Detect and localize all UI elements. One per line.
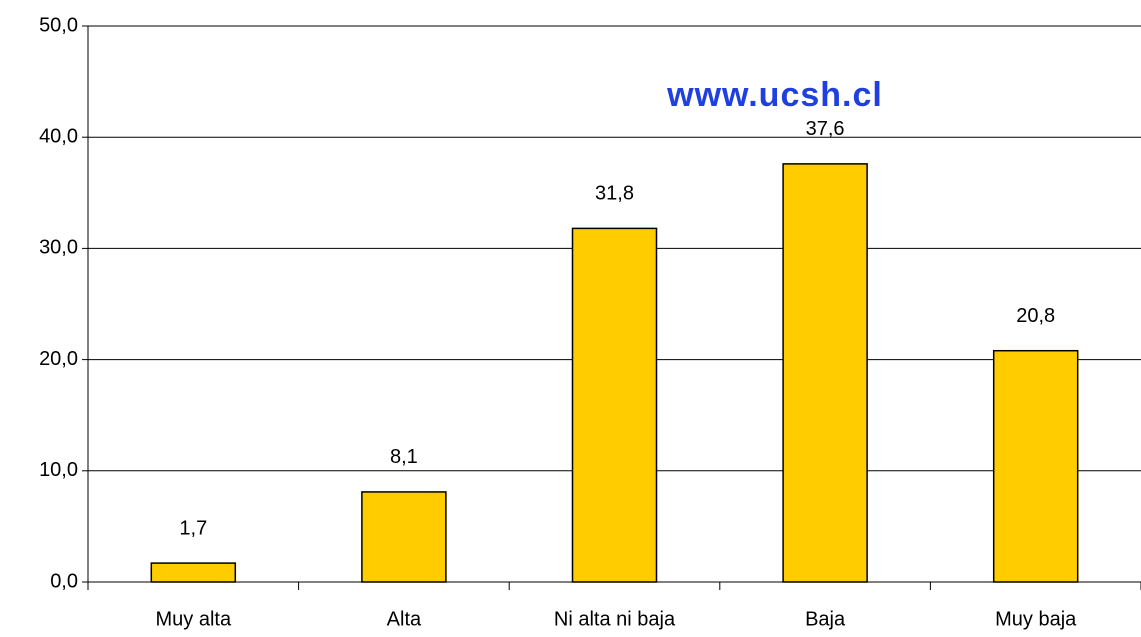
data-label: 31,8 [595,183,634,205]
data-label: 1,7 [179,517,207,539]
x-tick-label: Muy baja [995,608,1077,630]
y-tick-label: 50,0 [39,14,78,36]
x-tick-label: Muy alta [156,608,232,630]
bar [782,163,868,583]
data-label: 20,8 [1016,305,1055,327]
bar [992,349,1079,583]
y-tick-label: 10,0 [39,459,78,481]
y-tick-label: 30,0 [39,237,78,259]
y-tick-label: 20,0 [39,348,78,370]
x-tick-label: Baja [805,608,846,630]
y-tick-label: 0,0 [50,570,78,592]
x-tick-label: Alta [387,608,422,630]
data-label: 37,6 [806,118,845,140]
watermark: www.ucsh.cl [666,76,883,114]
bar [361,491,447,583]
y-tick-label: 40,0 [39,125,78,147]
data-label: 8,1 [390,446,418,468]
bar [150,562,237,583]
bar [571,227,658,583]
x-tick-label: Ni alta ni baja [554,608,676,630]
